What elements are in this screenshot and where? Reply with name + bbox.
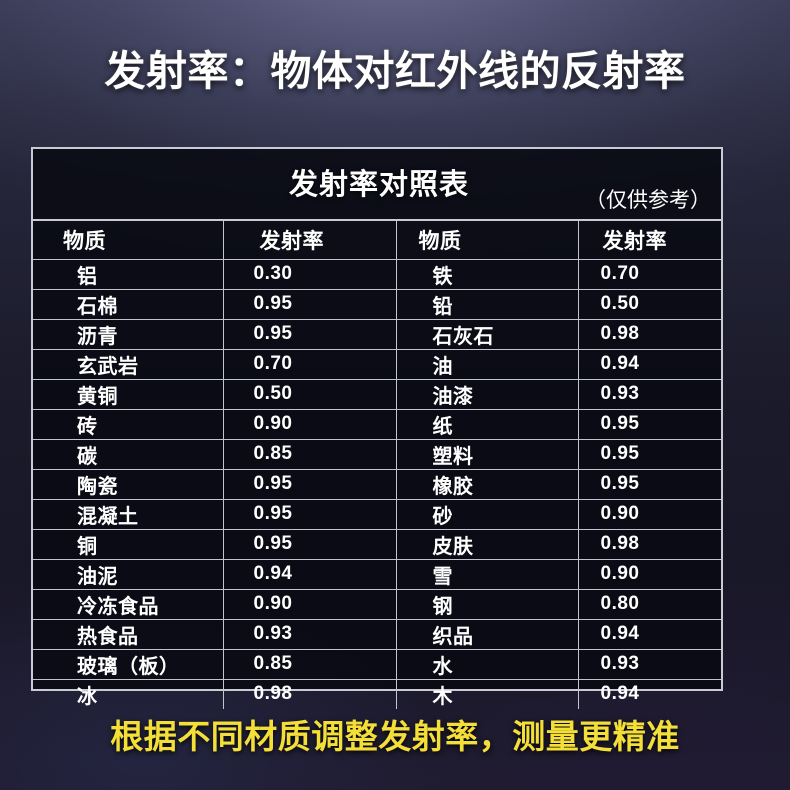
emissivity-table: 物质 发射率 物质 发射率 铝 0.30 铁 0.70 石棉 0.95 铅 0.50 沥青 0.9…	[33, 221, 721, 709]
cell-substance-left: 黄铜	[33, 378, 224, 410]
cell-emissivity-right: 0.94	[577, 678, 721, 709]
table-row: 冷冻食品 0.90 钢 0.80	[33, 588, 721, 620]
cell-substance-left: 玄武岩	[33, 348, 224, 380]
cell-emissivity-right: 0.90	[577, 498, 721, 530]
cell-substance-left: 玻璃（板）	[33, 648, 224, 680]
table-title: 发射率对照表	[288, 169, 469, 201]
table-row: 砖 0.90 纸 0.95	[33, 408, 721, 440]
cell-substance-left: 混凝土	[33, 498, 224, 530]
cell-substance-right: 铁	[395, 258, 579, 290]
cell-emissivity-right: 0.98	[577, 528, 721, 560]
column-header-emissivity-right: 发射率	[577, 221, 721, 260]
cell-emissivity-left: 0.85	[222, 648, 397, 680]
column-header-substance-left: 物质	[33, 221, 224, 260]
cell-emissivity-left: 0.93	[222, 618, 397, 650]
cell-emissivity-left: 0.95	[222, 528, 397, 560]
emissivity-table-panel: 发射率对照表 （仅供参考） 物质 发射率 物质 发射率 铝 0.30 铁 0.70 石棉…	[31, 147, 723, 709]
table-row: 铝 0.30 铁 0.70	[33, 258, 721, 290]
cell-emissivity-left: 0.98	[222, 678, 397, 709]
cell-substance-right: 水	[395, 648, 579, 680]
cell-substance-right: 雪	[395, 558, 579, 590]
cell-substance-right: 石灰石	[395, 318, 579, 350]
cell-emissivity-right: 0.90	[577, 558, 721, 590]
cell-substance-left: 热食品	[33, 618, 224, 650]
cell-emissivity-right: 0.50	[577, 288, 721, 320]
cell-emissivity-left: 0.95	[222, 318, 397, 350]
cell-substance-left: 碳	[33, 438, 224, 470]
cell-emissivity-right: 0.80	[577, 588, 721, 620]
cell-emissivity-right: 0.93	[577, 378, 721, 410]
table-caption: 发射率对照表 （仅供参考）	[33, 149, 721, 221]
table-row: 热食品 0.93 织品 0.94	[33, 618, 721, 650]
table-row: 沥青 0.95 石灰石 0.98	[33, 318, 721, 350]
table-body: 铝 0.30 铁 0.70 石棉 0.95 铅 0.50 沥青 0.95 石灰石 0.98 玄武岩 0.7…	[33, 258, 721, 709]
column-header-substance-right: 物质	[395, 221, 579, 260]
cell-substance-right: 皮肤	[395, 528, 579, 560]
cell-emissivity-left: 0.85	[222, 438, 397, 470]
cell-emissivity-left: 0.90	[222, 408, 397, 440]
cell-emissivity-left: 0.50	[222, 378, 397, 410]
table-row: 冰 0.98 木 0.94	[33, 678, 721, 709]
cell-emissivity-right: 0.94	[577, 618, 721, 650]
cell-emissivity-right: 0.95	[577, 408, 721, 440]
table-row: 黄铜 0.50 油漆 0.93	[33, 378, 721, 410]
cell-substance-right: 纸	[395, 408, 579, 440]
cell-emissivity-left: 0.90	[222, 588, 397, 620]
table-row: 油泥 0.94 雪 0.90	[33, 558, 721, 590]
cell-emissivity-left: 0.95	[222, 468, 397, 500]
page-footer-tagline: 根据不同材质调整发射率，测量更精准	[110, 718, 680, 755]
cell-substance-right: 钢	[395, 588, 579, 620]
cell-substance-left: 铝	[33, 258, 224, 290]
cell-emissivity-right: 0.95	[577, 468, 721, 500]
cell-substance-right: 橡胶	[395, 468, 579, 500]
cell-substance-left: 砖	[33, 408, 224, 440]
cell-substance-left: 冷冻食品	[33, 588, 224, 620]
table-header-row: 物质 发射率 物质 发射率	[33, 221, 721, 260]
cell-emissivity-left: 0.95	[222, 288, 397, 320]
column-header-emissivity-left: 发射率	[222, 221, 397, 260]
cell-emissivity-right: 0.70	[577, 258, 721, 290]
cell-substance-left: 沥青	[33, 318, 224, 350]
cell-emissivity-left: 0.95	[222, 498, 397, 530]
cell-substance-left: 铜	[33, 528, 224, 560]
table-row: 碳 0.85 塑料 0.95	[33, 438, 721, 470]
cell-substance-right: 铅	[395, 288, 579, 320]
cell-emissivity-left: 0.30	[222, 258, 397, 290]
cell-substance-right: 塑料	[395, 438, 579, 470]
cell-substance-left: 油泥	[33, 558, 224, 590]
table-disclaimer: （仅供参考）	[585, 189, 711, 212]
table-row: 玄武岩 0.70 油 0.94	[33, 348, 721, 380]
cell-substance-right: 木	[395, 678, 579, 709]
table-row: 铜 0.95 皮肤 0.98	[33, 528, 721, 560]
cell-substance-left: 石棉	[33, 288, 224, 320]
cell-substance-right: 织品	[395, 618, 579, 650]
cell-substance-left: 陶瓷	[33, 468, 224, 500]
table-row: 玻璃（板） 0.85 水 0.93	[33, 648, 721, 680]
cell-substance-left: 冰	[33, 678, 224, 709]
cell-emissivity-left: 0.70	[222, 348, 397, 380]
page-title: 发射率：物体对红外线的反射率	[104, 48, 686, 94]
table-row: 陶瓷 0.95 橡胶 0.95	[33, 468, 721, 500]
table-row: 混凝土 0.95 砂 0.90	[33, 498, 721, 530]
cell-emissivity-right: 0.98	[577, 318, 721, 350]
table-row: 石棉 0.95 铅 0.50	[33, 288, 721, 320]
cell-substance-right: 油	[395, 348, 579, 380]
cell-substance-right: 油漆	[395, 378, 579, 410]
cell-substance-right: 砂	[395, 498, 579, 530]
cell-emissivity-right: 0.94	[577, 348, 721, 380]
cell-emissivity-right: 0.95	[577, 438, 721, 470]
cell-emissivity-left: 0.94	[222, 558, 397, 590]
cell-emissivity-right: 0.93	[577, 648, 721, 680]
